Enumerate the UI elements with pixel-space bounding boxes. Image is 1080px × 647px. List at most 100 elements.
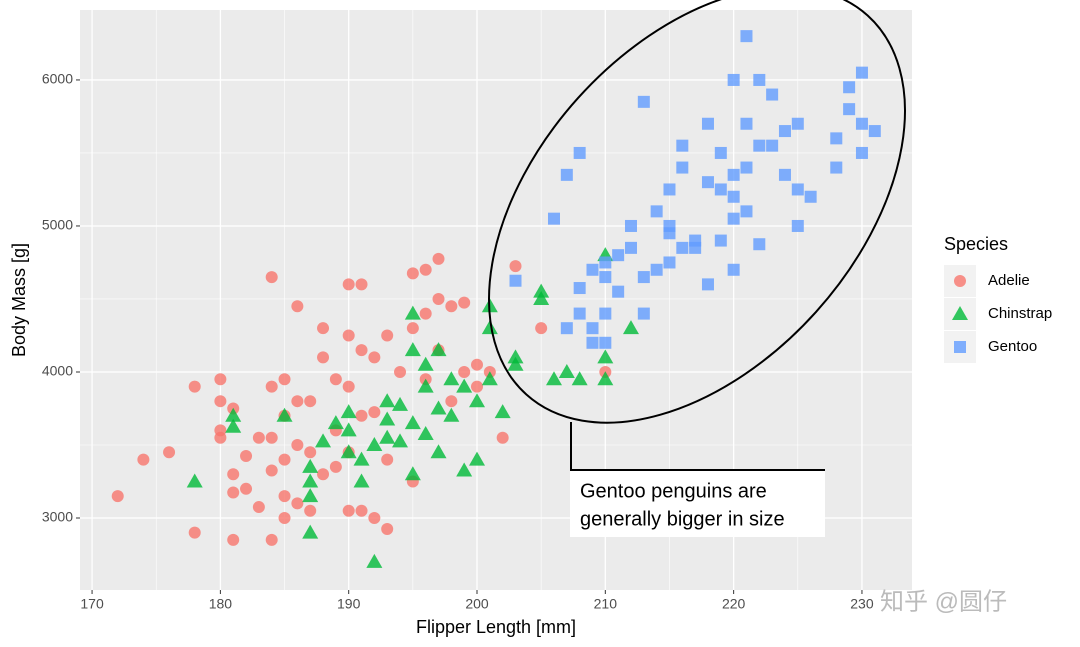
point bbox=[379, 411, 396, 426]
point bbox=[469, 451, 486, 466]
point bbox=[252, 501, 265, 514]
point bbox=[586, 336, 599, 349]
callout-box bbox=[570, 471, 825, 537]
point bbox=[188, 526, 201, 539]
point bbox=[753, 139, 766, 152]
point bbox=[650, 263, 663, 276]
point bbox=[404, 342, 421, 357]
point bbox=[381, 522, 394, 535]
point bbox=[458, 365, 471, 378]
point bbox=[481, 320, 498, 335]
point bbox=[714, 234, 727, 247]
point bbox=[791, 219, 804, 232]
point bbox=[571, 371, 588, 386]
point bbox=[507, 349, 524, 364]
point bbox=[727, 73, 740, 86]
point bbox=[599, 271, 612, 284]
point bbox=[855, 117, 868, 130]
point bbox=[597, 349, 614, 364]
point bbox=[545, 371, 562, 386]
point bbox=[355, 278, 368, 291]
point bbox=[855, 146, 868, 159]
point bbox=[265, 380, 278, 393]
point bbox=[291, 439, 304, 451]
point bbox=[291, 300, 304, 313]
point bbox=[186, 473, 203, 488]
point bbox=[458, 296, 471, 309]
point bbox=[430, 342, 447, 357]
point bbox=[533, 283, 550, 298]
point bbox=[560, 168, 573, 181]
point bbox=[317, 468, 330, 481]
point bbox=[379, 429, 396, 444]
point bbox=[278, 512, 291, 525]
point bbox=[406, 267, 419, 280]
point bbox=[650, 205, 663, 218]
point bbox=[830, 161, 843, 174]
point bbox=[471, 380, 484, 393]
point bbox=[214, 431, 227, 444]
point bbox=[766, 88, 779, 101]
point bbox=[240, 482, 253, 495]
point bbox=[302, 488, 319, 503]
point bbox=[227, 486, 240, 499]
point bbox=[340, 422, 357, 437]
point bbox=[753, 73, 766, 86]
point bbox=[111, 490, 124, 503]
point bbox=[560, 322, 573, 335]
y-tick-label: 3000 bbox=[42, 509, 73, 525]
point bbox=[355, 344, 368, 357]
point bbox=[304, 395, 317, 408]
legend-marker bbox=[954, 275, 966, 287]
point bbox=[430, 400, 447, 415]
point bbox=[227, 533, 240, 546]
point bbox=[599, 336, 612, 349]
point bbox=[368, 406, 381, 419]
point bbox=[419, 263, 432, 276]
point bbox=[353, 473, 370, 488]
point bbox=[366, 553, 383, 568]
point bbox=[302, 473, 319, 488]
point bbox=[612, 285, 625, 298]
point bbox=[868, 125, 881, 138]
point bbox=[843, 103, 856, 116]
point bbox=[404, 466, 421, 481]
x-tick-label: 220 bbox=[722, 596, 746, 612]
point bbox=[265, 464, 278, 477]
point bbox=[443, 407, 460, 422]
y-tick-label: 5000 bbox=[42, 217, 73, 233]
point bbox=[791, 117, 804, 130]
point bbox=[535, 322, 548, 335]
point bbox=[342, 380, 355, 393]
annotation: Gentoo penguins are bbox=[580, 480, 767, 502]
point bbox=[456, 378, 473, 393]
point bbox=[624, 219, 637, 232]
point bbox=[663, 227, 676, 240]
point bbox=[240, 449, 253, 462]
point bbox=[340, 444, 357, 459]
point bbox=[368, 512, 381, 525]
point bbox=[214, 395, 227, 408]
point bbox=[740, 161, 753, 174]
point bbox=[597, 371, 614, 386]
point bbox=[740, 117, 753, 130]
point bbox=[676, 161, 689, 174]
point bbox=[188, 380, 201, 393]
point bbox=[406, 322, 419, 335]
callout-line bbox=[570, 422, 825, 471]
point bbox=[317, 351, 330, 364]
point bbox=[612, 249, 625, 262]
point bbox=[637, 271, 650, 284]
point bbox=[368, 351, 381, 364]
point bbox=[430, 444, 447, 459]
point bbox=[558, 363, 575, 378]
point bbox=[727, 168, 740, 181]
x-tick-label: 170 bbox=[80, 596, 104, 612]
point bbox=[225, 418, 242, 433]
point bbox=[727, 190, 740, 203]
point bbox=[392, 433, 409, 448]
point bbox=[404, 415, 421, 430]
y-tick-label: 6000 bbox=[42, 71, 73, 87]
point bbox=[443, 371, 460, 386]
point bbox=[355, 504, 368, 517]
